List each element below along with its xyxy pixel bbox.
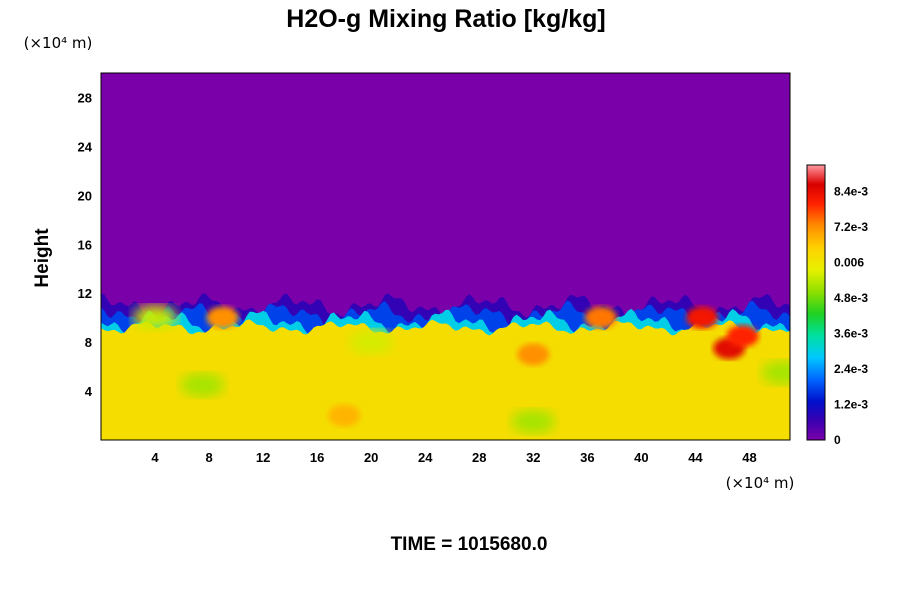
y-tick-label: 24	[78, 139, 93, 154]
y-tick-label: 4	[85, 384, 93, 399]
moist-patch-1	[686, 306, 719, 329]
colorbar-tick-label: 4.8e-3	[834, 291, 868, 305]
colorbar-tick-label: 0	[834, 433, 841, 447]
x-tick-label: 16	[310, 450, 324, 465]
dry-patch-2	[761, 360, 790, 385]
dry-patch-3	[133, 305, 178, 330]
y-tick-label: 16	[78, 237, 92, 252]
x-unit-label: (×10⁴ m)	[726, 474, 795, 492]
colorbar-tick-label: 8.4e-3	[834, 185, 868, 199]
colorbar-tick-label: 2.4e-3	[834, 362, 868, 376]
x-tick-label: 12	[256, 450, 270, 465]
time-label: TIME = 1015680.0	[391, 534, 548, 555]
x-tick-label: 28	[472, 450, 486, 465]
moist-patch-3	[517, 343, 550, 366]
colorbar-tick-label: 0.006	[834, 256, 864, 270]
x-tick-label: 8	[205, 450, 212, 465]
chart-title: H2O-g Mixing Ratio [kg/kg]	[286, 5, 605, 33]
moist-patch-6	[328, 404, 361, 427]
y-tick-label: 20	[78, 188, 92, 203]
colorbar	[806, 164, 826, 441]
y-tick-label: 8	[85, 335, 92, 350]
x-tick-label: 40	[634, 450, 648, 465]
y-axis-label: Height	[32, 228, 53, 288]
dry-patch-4	[349, 330, 394, 355]
moist-lower-region	[101, 319, 790, 440]
dry-patch-0	[180, 372, 225, 397]
plot-frame	[100, 72, 791, 441]
x-tick-label: 36	[580, 450, 594, 465]
dry-patch-1	[511, 409, 556, 434]
colorbar-tick-labels: 0 1.2e-3 2.4e-3 3.6e-3 4.8e-3 0.006 7.2e-3 8.4e…	[834, 185, 868, 447]
x-tick-labels: 4 8 12 16 20 24 28 32 36 40 44 48	[151, 450, 756, 465]
y-tick-labels: 4 8 12 16 20 24 28	[78, 90, 93, 399]
colorbar-tick-label: 1.2e-3	[834, 398, 868, 412]
x-tick-label: 48	[742, 450, 756, 465]
colorbar-tick-label: 7.2e-3	[834, 220, 868, 234]
moist-patch-5	[206, 306, 239, 329]
plot-area	[101, 73, 790, 440]
x-tick-label: 44	[688, 450, 703, 465]
x-tick-label: 32	[526, 450, 540, 465]
moist-patch-4	[584, 306, 617, 329]
y-unit-label: (×10⁴ m)	[24, 34, 93, 52]
x-tick-label: 24	[418, 450, 433, 465]
colorbar-tick-label: 3.6e-3	[834, 327, 868, 341]
x-tick-label: 4	[151, 450, 159, 465]
y-tick-label: 12	[78, 286, 92, 301]
y-tick-label: 28	[78, 90, 92, 105]
moist-patch-2	[726, 325, 759, 348]
x-tick-label: 20	[364, 450, 378, 465]
